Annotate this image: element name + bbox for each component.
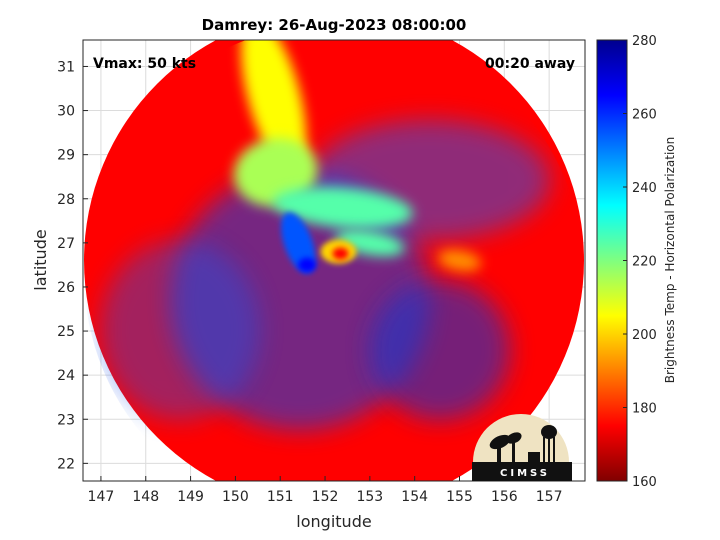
feature-outer-patch [437,249,482,272]
axis-ticks [83,65,550,481]
y-tick-label: 24 [57,368,75,384]
x-tick-label: 149 [177,489,204,505]
colorbar-tick-label: 180 [632,402,657,417]
y-tick-label: 23 [57,412,75,428]
y-tick-label: 29 [57,148,75,164]
x-tick-label: 157 [536,489,563,505]
colorbar-tick-label: 200 [632,328,657,343]
water-tower-leg [553,437,555,462]
satellite-dish-icon [489,434,511,450]
swath-image [84,40,584,481]
y-axis-label: latitude [31,229,50,290]
colorbar-tick-label: 220 [632,255,657,270]
x-tick-labels: 147 148 149 150 151 152 153 154 155 156 157 [88,489,563,505]
y-tick-labels: 22 23 24 25 26 27 28 29 30 31 [57,59,75,472]
chart-title: Damrey: 26-Aug-2023 08:00:00 [202,16,467,34]
eye [332,247,349,260]
y-tick-label: 22 [57,456,75,472]
x-tick-label: 155 [446,489,473,505]
vmax-annotation: Vmax: 50 kts [93,56,196,72]
feature-northern-rain-band [241,40,307,173]
x-tick-label: 154 [401,489,428,505]
colorbar-tick-label: 160 [632,475,657,490]
axes-frame [82,39,586,482]
satellite-dish-icon [506,432,522,444]
x-tick-label: 156 [491,489,518,505]
logo-text: CIMSS [500,468,550,479]
x-tick-label: 148 [132,489,159,505]
x-tick-label: 152 [312,489,339,505]
y-tick-label: 25 [57,324,75,340]
colorbar-label: Brightness Temp - Horizontal Polarizatio… [663,137,677,384]
cimss-logo [472,414,572,481]
y-tick-label: 27 [57,236,75,252]
water-tower-leg [548,437,550,462]
colorbar-ticks: 160 180 200 220 240 260 280 [623,34,657,490]
building [528,452,540,462]
colorbar [596,39,628,482]
x-axis-label: longitude [296,512,371,531]
colorbar-tick-label: 260 [632,108,657,123]
feature-core-max [298,257,317,272]
x-tick-label: 151 [267,489,294,505]
colorbar-tick-label: 240 [632,181,657,196]
x-tick-label: 147 [88,489,115,505]
feature-band-arc-east [273,186,413,229]
y-tick-label: 31 [57,59,75,75]
colorbar-tick-label: 280 [632,34,657,49]
swath-variation [370,280,510,420]
x-tick-label: 150 [222,489,249,505]
water-tower-leg [543,437,545,462]
x-tick-label: 153 [356,489,383,505]
swath-variation [100,240,260,420]
water-tower-icon [541,425,557,439]
y-tick-label: 26 [57,280,75,296]
y-tick-label: 28 [57,192,75,208]
time-away-annotation: 00:20 away [485,56,575,72]
rain-features [233,40,482,274]
dish-stand [512,442,515,462]
y-tick-label: 30 [57,104,75,120]
logo-ground [472,462,572,481]
dish-stand [497,446,501,462]
